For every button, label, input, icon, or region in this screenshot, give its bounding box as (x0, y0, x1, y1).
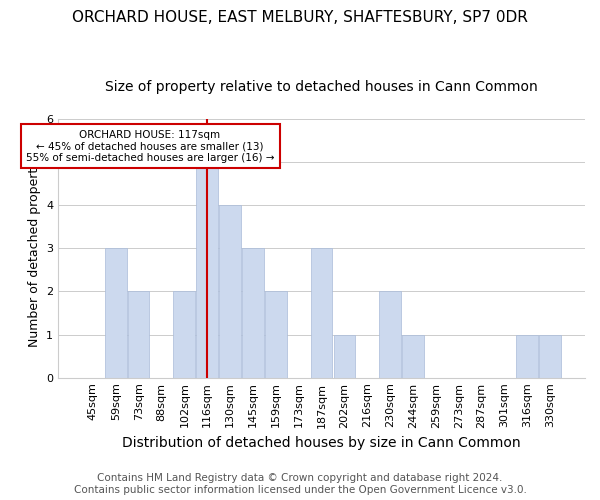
Bar (105, 248, 127, 378)
Bar (402, 334, 424, 378)
Text: Contains HM Land Registry data © Crown copyright and database right 2024.
Contai: Contains HM Land Registry data © Crown c… (74, 474, 526, 495)
Bar (539, 334, 561, 378)
Bar (517, 334, 538, 378)
Bar (242, 248, 264, 378)
Bar (128, 292, 149, 378)
Bar (334, 334, 355, 378)
Bar (219, 205, 241, 378)
Bar (379, 292, 401, 378)
Y-axis label: Number of detached properties: Number of detached properties (28, 150, 41, 346)
Title: Size of property relative to detached houses in Cann Common: Size of property relative to detached ho… (105, 80, 538, 94)
X-axis label: Distribution of detached houses by size in Cann Common: Distribution of detached houses by size … (122, 436, 521, 450)
Bar (311, 248, 332, 378)
Bar (196, 162, 218, 378)
Text: ORCHARD HOUSE: 117sqm
← 45% of detached houses are smaller (13)
55% of semi-deta: ORCHARD HOUSE: 117sqm ← 45% of detached … (26, 130, 274, 163)
Bar (265, 292, 287, 378)
Text: ORCHARD HOUSE, EAST MELBURY, SHAFTESBURY, SP7 0DR: ORCHARD HOUSE, EAST MELBURY, SHAFTESBURY… (72, 10, 528, 25)
Bar (173, 292, 195, 378)
